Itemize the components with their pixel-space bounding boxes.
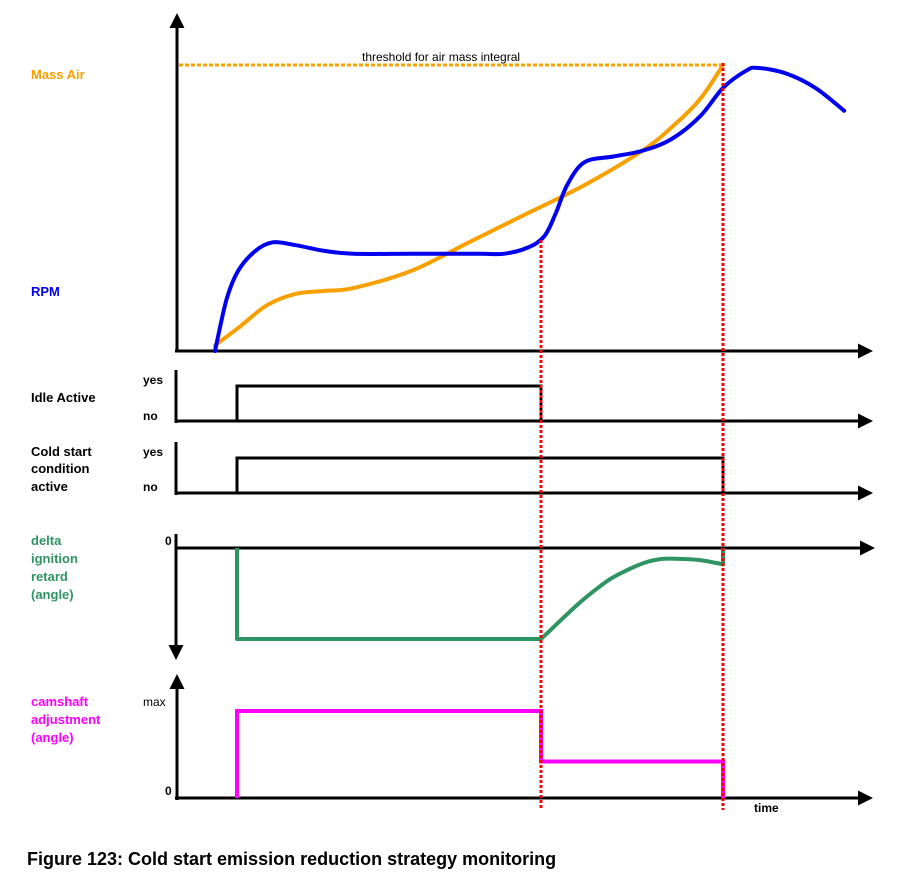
tick-ignition-zero: 0 xyxy=(165,534,172,548)
label-ignition-2: ignition xyxy=(31,551,78,566)
tick-cold-no: no xyxy=(143,480,158,494)
label-idle-active: Idle Active xyxy=(31,390,96,405)
tick-idle-yes: yes xyxy=(143,373,163,387)
rpm-series-line xyxy=(213,65,847,353)
label-camshaft-3: (angle) xyxy=(31,730,74,745)
label-cold-start-2: condition xyxy=(31,461,90,476)
tick-cold-yes: yes xyxy=(143,445,163,459)
label-mass-air: Mass Air xyxy=(31,67,85,82)
label-camshaft-2: adjustment xyxy=(31,712,101,727)
label-ignition-1: delta xyxy=(31,533,62,548)
label-ignition-3: retard xyxy=(31,569,68,584)
label-rpm: RPM xyxy=(31,284,60,299)
label-cold-start-1: Cold start xyxy=(31,444,92,459)
x-axis-label-time: time xyxy=(754,801,779,815)
label-camshaft-1: camshaft xyxy=(31,694,89,709)
mass-air-series-line xyxy=(213,63,725,348)
figure-caption: Figure 123: Cold start emission reductio… xyxy=(27,849,556,869)
cold-start-signal xyxy=(235,456,725,493)
tick-camshaft-zero: 0 xyxy=(165,784,172,798)
label-ignition-4: (angle) xyxy=(31,587,74,602)
tick-camshaft-max: max xyxy=(143,695,166,709)
idle-active-signal xyxy=(235,384,543,421)
ignition-retard-series-line xyxy=(235,548,725,641)
threshold-label: threshold for air mass integral xyxy=(362,50,520,64)
tick-idle-no: no xyxy=(143,409,158,423)
label-cold-start-3: active xyxy=(31,479,68,494)
camshaft-series-line xyxy=(235,709,725,798)
